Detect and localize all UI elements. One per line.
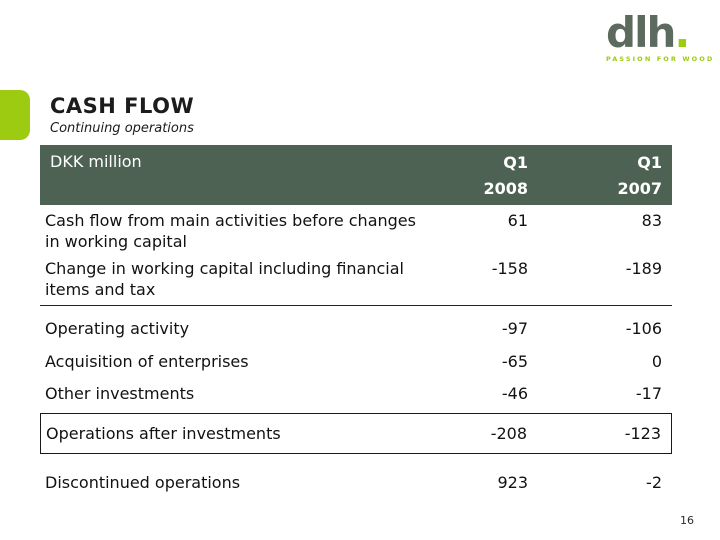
row-label: Other investments: [45, 384, 195, 403]
header-q1-2007-line1: Q1: [637, 153, 662, 172]
logo-text: dlh: [606, 8, 676, 57]
page-number: 16: [680, 514, 694, 527]
row-value-2007: 83: [641, 211, 662, 230]
page-title: CASH FLOW: [50, 94, 195, 118]
row-value-2007: -123: [624, 424, 661, 443]
row-label: Operations after investments: [46, 424, 281, 443]
table-row: Acquisition of enterprises -65 0: [40, 351, 672, 372]
cash-flow-table: DKK million Q1 2008 Q1 2007 Cash flow fr…: [40, 145, 672, 493]
accent-bar: [0, 90, 30, 140]
table-divider: [40, 305, 672, 306]
logo-wordmark: dlh.: [606, 12, 696, 54]
header-q1-2007-line2: 2007: [617, 179, 662, 198]
row-value-2007: -106: [625, 319, 662, 338]
header-q1-2008-line1: Q1: [503, 153, 528, 172]
table-header-label: DKK million: [50, 152, 142, 171]
table-row: Change in working capital including fina…: [40, 258, 672, 300]
row-value-2008: -208: [490, 424, 527, 443]
row-value-2008: -97: [501, 319, 528, 338]
table-row-discontinued-operations: Discontinued operations 923 -2: [40, 472, 672, 493]
company-logo: dlh. PASSION FOR WOOD: [606, 12, 715, 64]
row-label: Cash flow from main activities before ch…: [45, 211, 416, 251]
row-value-2008: -46: [501, 384, 528, 403]
row-label: Operating activity: [45, 319, 190, 338]
header-q1-2008-line2: 2008: [483, 179, 528, 198]
table-header-row: DKK million Q1 2008 Q1 2007: [40, 145, 672, 205]
row-value-2008: 61: [507, 211, 528, 230]
logo-tagline: PASSION FOR WOOD: [606, 55, 715, 63]
table-row: Other investments -46 -17: [40, 383, 672, 404]
row-value-2008: -158: [491, 259, 528, 278]
row-value-2008: -65: [501, 352, 528, 371]
row-value-2007: -2: [646, 473, 662, 492]
row-value-2007: 0: [651, 352, 662, 371]
row-value-2007: -189: [625, 259, 662, 278]
table-header-col-2007: Q1 2007: [528, 145, 672, 202]
table-row-operations-after-investments: Operations after investments -208 -123: [40, 413, 672, 454]
table-row: Operating activity -97 -106: [40, 318, 672, 339]
table-header-col-2008: Q1 2008: [418, 145, 528, 202]
row-label: Change in working capital including fina…: [45, 259, 404, 299]
page-subtitle: Continuing operations: [50, 121, 194, 136]
row-value-2008: 923: [497, 473, 528, 492]
table-row: Cash flow from main activities before ch…: [40, 210, 672, 252]
row-value-2007: -17: [635, 384, 662, 403]
logo-dot: .: [674, 8, 690, 57]
row-label: Acquisition of enterprises: [45, 352, 249, 371]
row-label: Discontinued operations: [45, 473, 241, 492]
